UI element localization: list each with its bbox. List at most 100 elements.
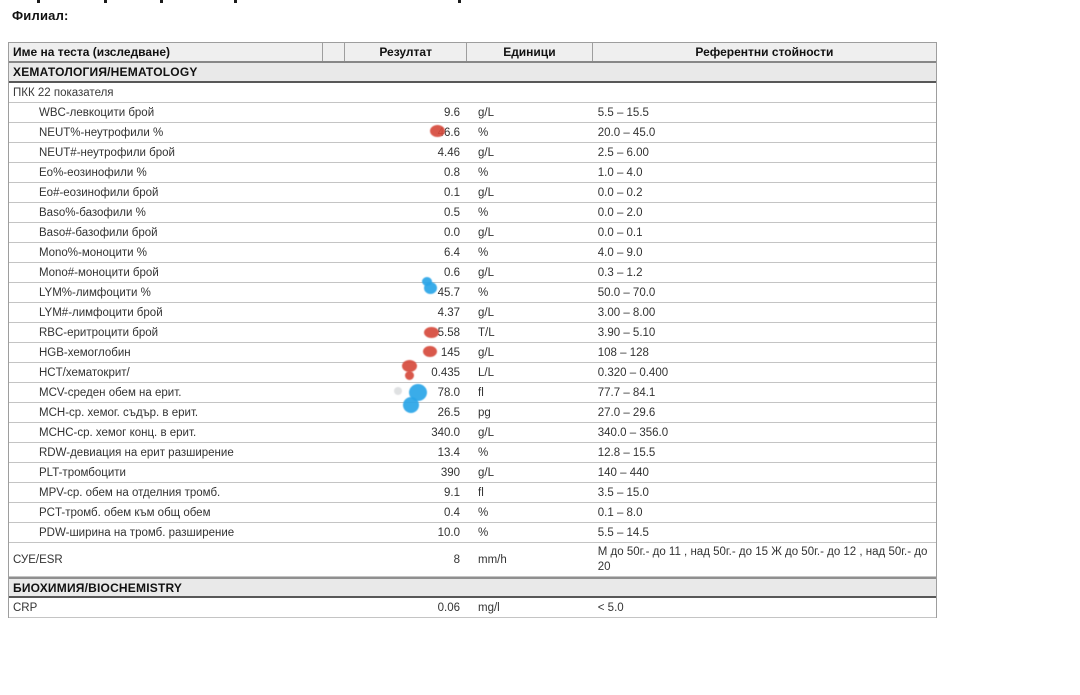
mch-blue-drip — [403, 397, 419, 413]
reference-cell: 0.320 – 0.400 — [597, 366, 669, 379]
test-row: NEUT#-неутрофили брой 4.46 g/L 2.5 – 6.00 — [9, 143, 936, 163]
flag-cell — [323, 503, 345, 522]
test-name-cell: RDW-девиация на ерит разширение — [39, 446, 234, 459]
result-cell: 0.0 — [444, 226, 461, 239]
test-row: PLT-тромбоцити 390 g/L 140 – 440 — [9, 463, 936, 483]
reference-cell: 77.7 – 84.1 — [597, 386, 656, 399]
units-cell: g/L — [478, 426, 495, 439]
flag-cell — [323, 103, 345, 122]
result-cell: 13.4 — [437, 446, 461, 459]
mcv-blue-dot — [409, 384, 427, 401]
test-row: PCT-тромб. обем към общ обем 0.4% 0.1 – 8.… — [9, 503, 936, 523]
hct-red-drip — [405, 371, 414, 380]
reference-cell: 20.0 – 45.0 — [597, 126, 656, 139]
reference-cell: 0.0 – 0.2 — [597, 186, 643, 199]
reference-cell: 5.5 – 15.5 — [597, 106, 649, 119]
flag-cell — [323, 143, 345, 162]
test-row: LYM#-лимфоцити брой 4.37 g/L 3.00 – 8.00 — [9, 303, 936, 323]
test-name-cell: Eo#-еозинофили брой — [39, 186, 159, 199]
reference-cell: 0.0 – 2.0 — [597, 206, 643, 219]
reference-cell: М до 50г.- до 11 , над 50г.- до 15 Ж до … — [597, 545, 928, 573]
reference-cell: 5.5 – 14.5 — [597, 526, 649, 539]
test-name-cell: Baso%-базофили % — [39, 206, 146, 219]
units-cell: fl — [478, 386, 484, 399]
result-cell: 0.06 — [437, 601, 461, 614]
test-name-cell: LYM#-лимфоцити брой — [39, 306, 163, 319]
test-name-cell: СУЕ/ESR — [13, 553, 63, 566]
units-cell: g/L — [478, 146, 495, 159]
reference-cell: 0.0 – 0.1 — [597, 226, 643, 239]
column-header-reference: Референтни стойности — [695, 45, 834, 59]
test-name-cell: WBC-левкоцити брой — [39, 106, 155, 119]
units-cell: g/L — [478, 306, 495, 319]
column-header-test-name: Име на теста (изследване) — [9, 43, 324, 61]
test-name-cell: PLT-тромбоцити — [39, 466, 126, 479]
units-cell: % — [478, 206, 489, 219]
test-row: NEUT%-неутрофили % 46.6% 20.0 – 45.0 — [9, 123, 936, 143]
result-cell: 46.6 — [437, 126, 461, 139]
flag-cell — [323, 123, 345, 142]
test-row: RDW-девиация на ерит разширение 13.4% 12.8… — [9, 443, 936, 463]
test-name-cell: Mono#-моноцити брой — [39, 266, 159, 279]
test-name-cell: MPV-ср. обем на отделния тромб. — [39, 486, 221, 499]
reference-cell: 12.8 – 15.5 — [597, 446, 656, 459]
test-name-cell: LYM%-лимфоцити % — [39, 286, 151, 299]
test-row: HCT/хематокрит/0.435 L/L 0.320 – 0.400 — [9, 363, 936, 383]
reference-cell: 3.00 – 8.00 — [597, 306, 656, 319]
reference-cell: 340.0 – 356.0 — [597, 426, 669, 439]
reference-cell: 0.3 – 1.2 — [597, 266, 643, 279]
units-cell: g/L — [478, 266, 495, 279]
flag-cell — [323, 283, 345, 302]
result-cell: 10.0 — [437, 526, 461, 539]
reference-cell: 0.1 – 8.0 — [597, 506, 643, 519]
result-cell: 5.58 — [437, 326, 461, 339]
result-cell: 0.1 — [444, 186, 461, 199]
test-row: HGB-хемоглобин 145 g/L 108 – 128 — [9, 343, 936, 363]
test-name-cell: HCT/хематокрит/ — [39, 366, 130, 379]
result-cell: 45.7 — [437, 286, 461, 299]
result-cell: 0.435 — [431, 366, 461, 379]
reference-cell: 4.0 – 9.0 — [597, 246, 643, 259]
units-cell: % — [478, 446, 489, 459]
test-name-cell: PCT-тромб. обем към общ обем — [39, 506, 211, 519]
result-cell: 390 — [440, 466, 461, 479]
test-name-cell: NEUT%-неутрофили % — [39, 126, 164, 139]
result-cell: 0.8 — [444, 166, 461, 179]
test-row: Baso#-базофили брой 0.0 g/L 0.0 – 0.1 — [9, 223, 936, 243]
units-cell: g/L — [478, 226, 495, 239]
units-cell: fl — [478, 486, 484, 499]
result-cell: 4.46 — [437, 146, 461, 159]
clipped-text-fragment — [160, 0, 163, 3]
units-cell: T/L — [478, 326, 495, 339]
units-cell: % — [478, 506, 489, 519]
test-row: MPV-ср. обем на отделния тромб. 9.1 fl 3.5 … — [9, 483, 936, 503]
test-row: WBC-левкоцити брой 9.6 g/L 5.5 – 15.5 — [9, 103, 936, 123]
units-cell: % — [478, 286, 489, 299]
test-row: MCV-среден обем на ерит. 78.0 fl 77.7 – 84.… — [9, 383, 936, 403]
result-cell: 78.0 — [437, 386, 461, 399]
flag-cell — [323, 598, 345, 617]
result-cell: 0.4 — [444, 506, 461, 519]
reference-cell: 50.0 – 70.0 — [597, 286, 656, 299]
flag-cell — [323, 543, 345, 576]
result-cell: 4.37 — [437, 306, 461, 319]
units-cell: g/L — [478, 186, 495, 199]
result-cell: 145 — [440, 346, 461, 359]
flag-cell — [323, 203, 345, 222]
test-name-cell: Eo%-еозинофили % — [39, 166, 147, 179]
reference-cell: 1.0 – 4.0 — [597, 166, 643, 179]
units-cell: % — [478, 246, 489, 259]
neut-pct-red-dot — [430, 125, 445, 137]
result-cell: 0.5 — [444, 206, 461, 219]
test-row: PDW-ширина на тромб. разширение 10.0% 5.5 … — [9, 523, 936, 543]
mcv-gray-smudge — [394, 387, 402, 395]
units-cell: pg — [478, 406, 491, 419]
units-cell: % — [478, 166, 489, 179]
result-cell: 8 — [453, 553, 460, 566]
clipped-text-fragment — [37, 0, 40, 3]
clipped-text-fragment — [104, 0, 107, 3]
branch-label: Филиал: — [12, 8, 69, 23]
reference-cell: 108 – 128 — [597, 346, 649, 359]
flag-cell — [323, 383, 345, 402]
test-name-cell: HGB-хемоглобин — [39, 346, 131, 359]
